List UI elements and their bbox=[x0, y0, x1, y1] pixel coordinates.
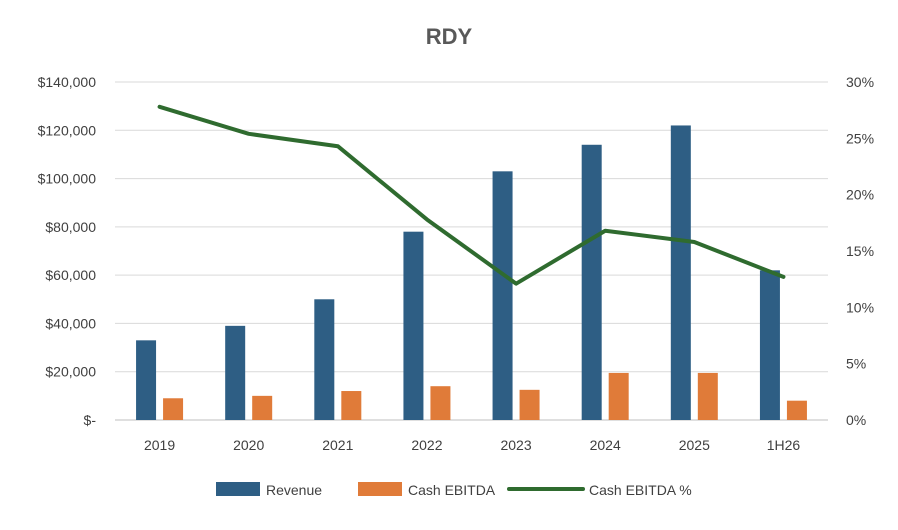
revenue-bar bbox=[492, 171, 513, 420]
x-tick-label: 2024 bbox=[590, 437, 621, 453]
revenue-bar bbox=[759, 270, 780, 420]
cash-ebitda-pct-line bbox=[157, 104, 786, 286]
right-tick-label: 25% bbox=[846, 130, 874, 146]
legend-label: Cash EBITDA bbox=[408, 482, 496, 498]
revenue-bar bbox=[225, 325, 246, 420]
x-tick-label: 2020 bbox=[233, 437, 264, 453]
revenue-bar bbox=[403, 231, 424, 420]
revenue-bar bbox=[581, 144, 602, 420]
legend: Revenue Cash EBITDA Cash EBITDA % bbox=[216, 482, 692, 498]
left-tick-label: $120,000 bbox=[38, 122, 97, 138]
right-axis-ticks: 0% 5% 10% 15% 20% 25% 30% bbox=[846, 74, 874, 428]
left-tick-label: $- bbox=[84, 412, 97, 428]
right-tick-label: 10% bbox=[846, 299, 874, 315]
right-tick-label: 0% bbox=[846, 412, 866, 428]
cash-ebitda-bar bbox=[697, 372, 718, 420]
cash-ebitda-bar bbox=[786, 400, 807, 420]
cash-ebitda-bar bbox=[608, 372, 629, 420]
cash-ebitda-bar bbox=[341, 391, 362, 420]
cash-ebitda-bar bbox=[430, 386, 451, 420]
x-tick-label: 2022 bbox=[411, 437, 442, 453]
revenue-bar bbox=[136, 340, 157, 420]
left-tick-label: $100,000 bbox=[38, 171, 97, 187]
revenue-legend-swatch bbox=[216, 482, 260, 496]
left-tick-label: $40,000 bbox=[45, 315, 96, 331]
chart-title: RDY bbox=[426, 24, 473, 49]
x-axis-ticks: 2019 2020 2021 2022 2023 2024 2025 1H26 bbox=[144, 437, 800, 453]
left-tick-label: $140,000 bbox=[38, 74, 97, 90]
right-tick-label: 20% bbox=[846, 187, 874, 203]
legend-label: Revenue bbox=[266, 482, 322, 498]
cash-ebitda-bar bbox=[519, 389, 540, 420]
bar-series bbox=[136, 125, 807, 420]
cash-ebitda-legend-swatch bbox=[358, 482, 402, 496]
x-tick-label: 2023 bbox=[500, 437, 531, 453]
x-tick-label: 2019 bbox=[144, 437, 175, 453]
left-tick-label: $20,000 bbox=[45, 364, 96, 380]
right-tick-label: 5% bbox=[846, 356, 866, 372]
left-tick-label: $60,000 bbox=[45, 267, 96, 283]
revenue-bar bbox=[314, 299, 335, 420]
x-tick-label: 2021 bbox=[322, 437, 353, 453]
x-tick-label: 2025 bbox=[679, 437, 710, 453]
x-tick-label: 1H26 bbox=[767, 437, 801, 453]
revenue-bar bbox=[670, 125, 691, 420]
cash-ebitda-bar bbox=[163, 398, 184, 420]
left-tick-label: $80,000 bbox=[45, 219, 96, 235]
right-tick-label: 15% bbox=[846, 243, 874, 259]
cash-ebitda-bar bbox=[252, 395, 273, 420]
line-series bbox=[157, 104, 786, 286]
left-axis-ticks: $- $20,000 $40,000 $60,000 $80,000 $100,000 $1… bbox=[38, 74, 97, 428]
legend-label: Cash EBITDA % bbox=[589, 482, 692, 498]
right-tick-label: 30% bbox=[846, 74, 874, 90]
